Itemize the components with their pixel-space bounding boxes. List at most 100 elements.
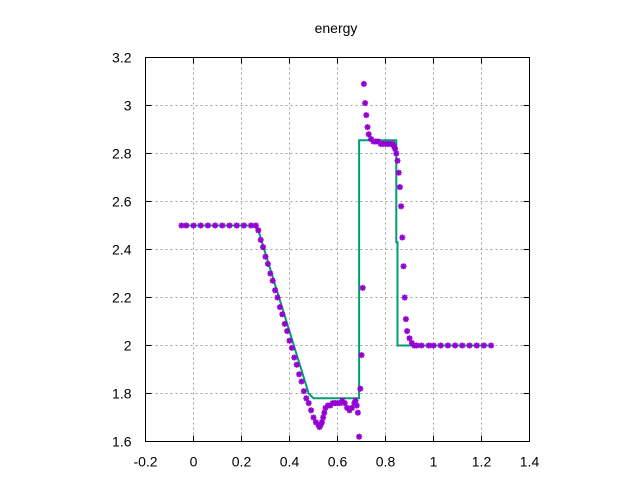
data-point — [281, 320, 288, 327]
x-tick-label: 1.4 — [520, 454, 540, 470]
y-tick-label: 3.2 — [112, 50, 132, 66]
data-point — [212, 222, 219, 229]
data-point — [255, 227, 262, 234]
data-point — [305, 400, 312, 407]
y-tick-label: 1.8 — [112, 386, 132, 402]
x-tick-label: 0 — [190, 454, 198, 470]
data-point — [274, 294, 281, 301]
data-point — [364, 124, 371, 131]
data-point — [300, 388, 307, 395]
y-tick-label: 1.6 — [112, 434, 132, 450]
x-tick-label: 1.2 — [472, 454, 492, 470]
data-point — [488, 342, 495, 349]
data-point — [233, 222, 240, 229]
data-point — [430, 342, 437, 349]
data-point — [353, 402, 360, 409]
data-point — [284, 328, 291, 335]
data-point — [226, 222, 233, 229]
data-point — [358, 352, 365, 359]
data-point — [291, 354, 298, 361]
y-tick-label: 2 — [124, 338, 132, 354]
data-point — [365, 131, 372, 138]
y-tick-label: 3 — [124, 98, 132, 114]
data-point — [293, 361, 300, 368]
data-point — [341, 400, 348, 407]
data-point — [348, 404, 355, 411]
data-point — [264, 260, 271, 267]
data-point — [260, 244, 267, 251]
x-tick-label: 0.6 — [328, 454, 348, 470]
plot-frame — [145, 57, 530, 442]
data-point — [402, 316, 409, 323]
data-point — [392, 145, 399, 152]
series-layer — [178, 80, 495, 440]
data-point — [272, 287, 279, 294]
data-point — [401, 294, 408, 301]
data-point — [400, 263, 407, 270]
data-point — [480, 342, 487, 349]
data-point — [395, 169, 402, 176]
data-point — [398, 203, 405, 210]
data-point — [363, 112, 370, 119]
y-tick-label: 2.8 — [112, 146, 132, 162]
x-tick-label: 0.4 — [280, 454, 300, 470]
data-point — [219, 222, 226, 229]
x-tick-label: 0.2 — [232, 454, 252, 470]
data-point — [279, 311, 286, 318]
data-point — [356, 433, 363, 440]
y-tick-label: 2.2 — [112, 290, 132, 306]
data-point — [267, 270, 274, 277]
chart-title: energy — [315, 20, 358, 36]
data-point — [396, 184, 403, 191]
data-point — [437, 342, 444, 349]
data-point — [197, 222, 204, 229]
data-point — [418, 342, 425, 349]
data-point — [452, 342, 459, 349]
data-point — [286, 337, 293, 344]
data-point — [321, 409, 328, 416]
data-point — [473, 342, 480, 349]
data-point — [318, 419, 325, 426]
data-point — [393, 150, 400, 157]
x-axis: -0.2 0 0.2 0.4 0.6 0.8 1 1.2 1.4 — [133, 57, 540, 470]
data-point — [320, 414, 327, 421]
data-point — [303, 395, 310, 402]
y-tick-label: 2.6 — [112, 194, 132, 210]
data-point — [444, 342, 451, 349]
data-point — [269, 277, 276, 284]
data-point — [204, 222, 211, 229]
x-tick-label: 1 — [430, 454, 438, 470]
data-point — [360, 80, 367, 87]
data-point — [276, 304, 283, 311]
data-point — [357, 385, 364, 392]
data-point — [288, 344, 295, 351]
data-point — [298, 378, 305, 385]
data-point — [257, 236, 264, 243]
x-tick-label: 0.8 — [376, 454, 396, 470]
data-point — [183, 222, 190, 229]
data-point — [404, 328, 411, 335]
data-point — [308, 407, 315, 414]
data-point — [399, 234, 406, 241]
y-axis: 1.6 1.8 2 2.2 2.4 2.6 2.8 3 3.2 — [112, 50, 530, 450]
x-tick-label: -0.2 — [133, 454, 157, 470]
y-tick-label: 2.4 — [112, 242, 132, 258]
data-point — [466, 342, 473, 349]
data-point — [406, 335, 413, 342]
data-point — [354, 409, 361, 416]
data-point — [394, 157, 401, 164]
data-point — [240, 222, 247, 229]
data-point — [262, 253, 269, 260]
data-point — [296, 371, 303, 378]
data-point — [352, 397, 359, 404]
data-point — [362, 100, 369, 107]
data-point — [310, 414, 317, 421]
data-point — [359, 284, 366, 291]
data-point — [190, 222, 197, 229]
grid — [145, 57, 530, 442]
data-point — [178, 222, 185, 229]
data-point — [459, 342, 466, 349]
reference-solution-line — [181, 139, 492, 400]
data-point — [252, 222, 259, 229]
